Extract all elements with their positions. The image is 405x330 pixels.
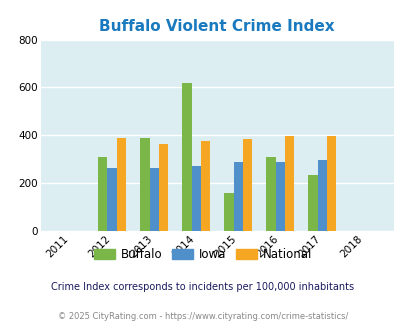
Legend: Buffalo, Iowa, National: Buffalo, Iowa, National [89,244,316,266]
Bar [224,193,233,231]
Text: © 2025 CityRating.com - https://www.cityrating.com/crime-statistics/: © 2025 CityRating.com - https://www.city… [58,312,347,321]
Bar [326,136,335,231]
Bar [266,157,275,231]
Text: Crime Index corresponds to incidents per 100,000 inhabitants: Crime Index corresponds to incidents per… [51,282,354,292]
Bar [98,157,107,231]
Bar [140,138,149,231]
Bar [275,162,284,231]
Bar [107,168,116,231]
Title: Buffalo Violent Crime Index: Buffalo Violent Crime Index [99,19,334,34]
Bar [308,176,317,231]
Bar [233,162,242,231]
Bar [116,138,126,231]
Bar [149,168,158,231]
Bar [284,136,294,231]
Bar [158,145,168,231]
Bar [200,141,209,231]
Bar [191,166,200,231]
Bar [242,139,252,231]
Bar [317,160,326,231]
Bar [182,83,191,231]
